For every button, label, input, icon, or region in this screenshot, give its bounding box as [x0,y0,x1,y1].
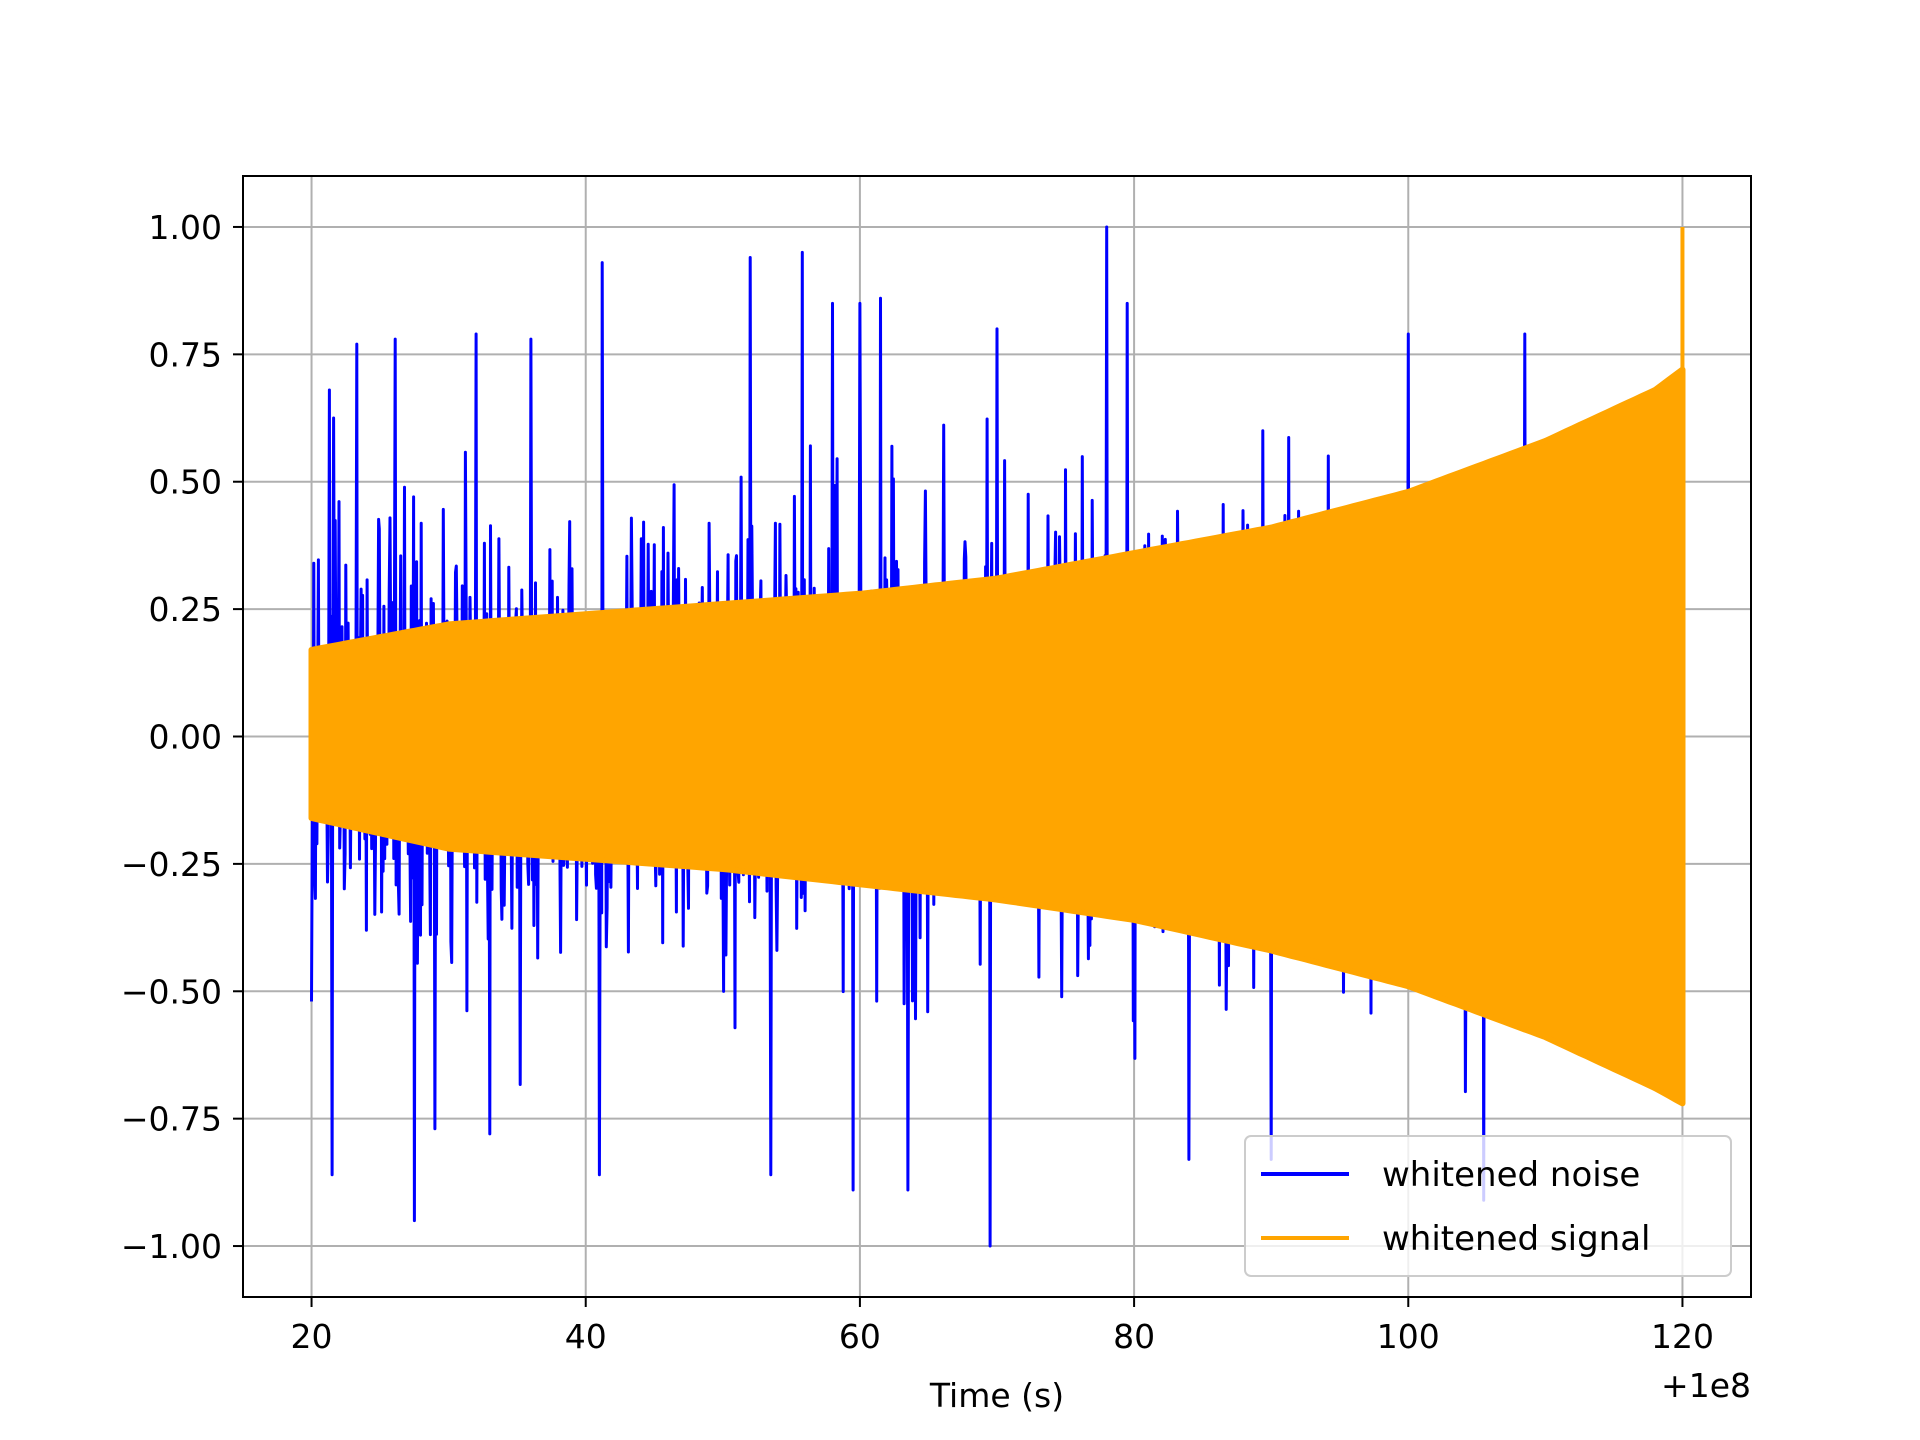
y-tick-label: 0.50 [149,463,222,502]
series-whitened-signal [308,366,1686,1107]
legend: whitened noise whitened signal [1244,1135,1732,1277]
y-tick-label: 0.25 [149,590,222,629]
x-tick-label: 40 [565,1317,607,1356]
y-tick-label: 1.00 [149,208,222,247]
x-tick-label: 20 [291,1317,333,1356]
x-tick-label: 100 [1377,1317,1440,1356]
legend-label-whitened-signal: whitened signal [1382,1219,1650,1259]
legend-label-whitened-noise: whitened noise [1382,1155,1640,1195]
y-tick-label: −0.75 [121,1100,222,1139]
y-tick-label: 0.00 [149,718,222,757]
plot-area [308,225,1686,1248]
y-tick-label: −1.00 [121,1227,222,1266]
x-axis-offset-label: +1e8 [1661,1366,1751,1405]
x-tick-label: 80 [1113,1317,1155,1356]
x-axis: 20 40 60 80 100 120 [291,1297,1714,1356]
y-tick-label: −0.25 [121,845,222,884]
x-tick-label: 120 [1651,1317,1714,1356]
y-axis: 1.00 0.75 0.50 0.25 0.00 −0.25 −0.50 −0.75 −1.00 [121,208,243,1266]
y-tick-label: −0.50 [121,972,222,1011]
legend-box [1244,1135,1732,1277]
x-tick-label: 60 [839,1317,881,1356]
x-axis-label: Time (s) [929,1376,1064,1415]
y-tick-label: 0.75 [149,335,222,374]
